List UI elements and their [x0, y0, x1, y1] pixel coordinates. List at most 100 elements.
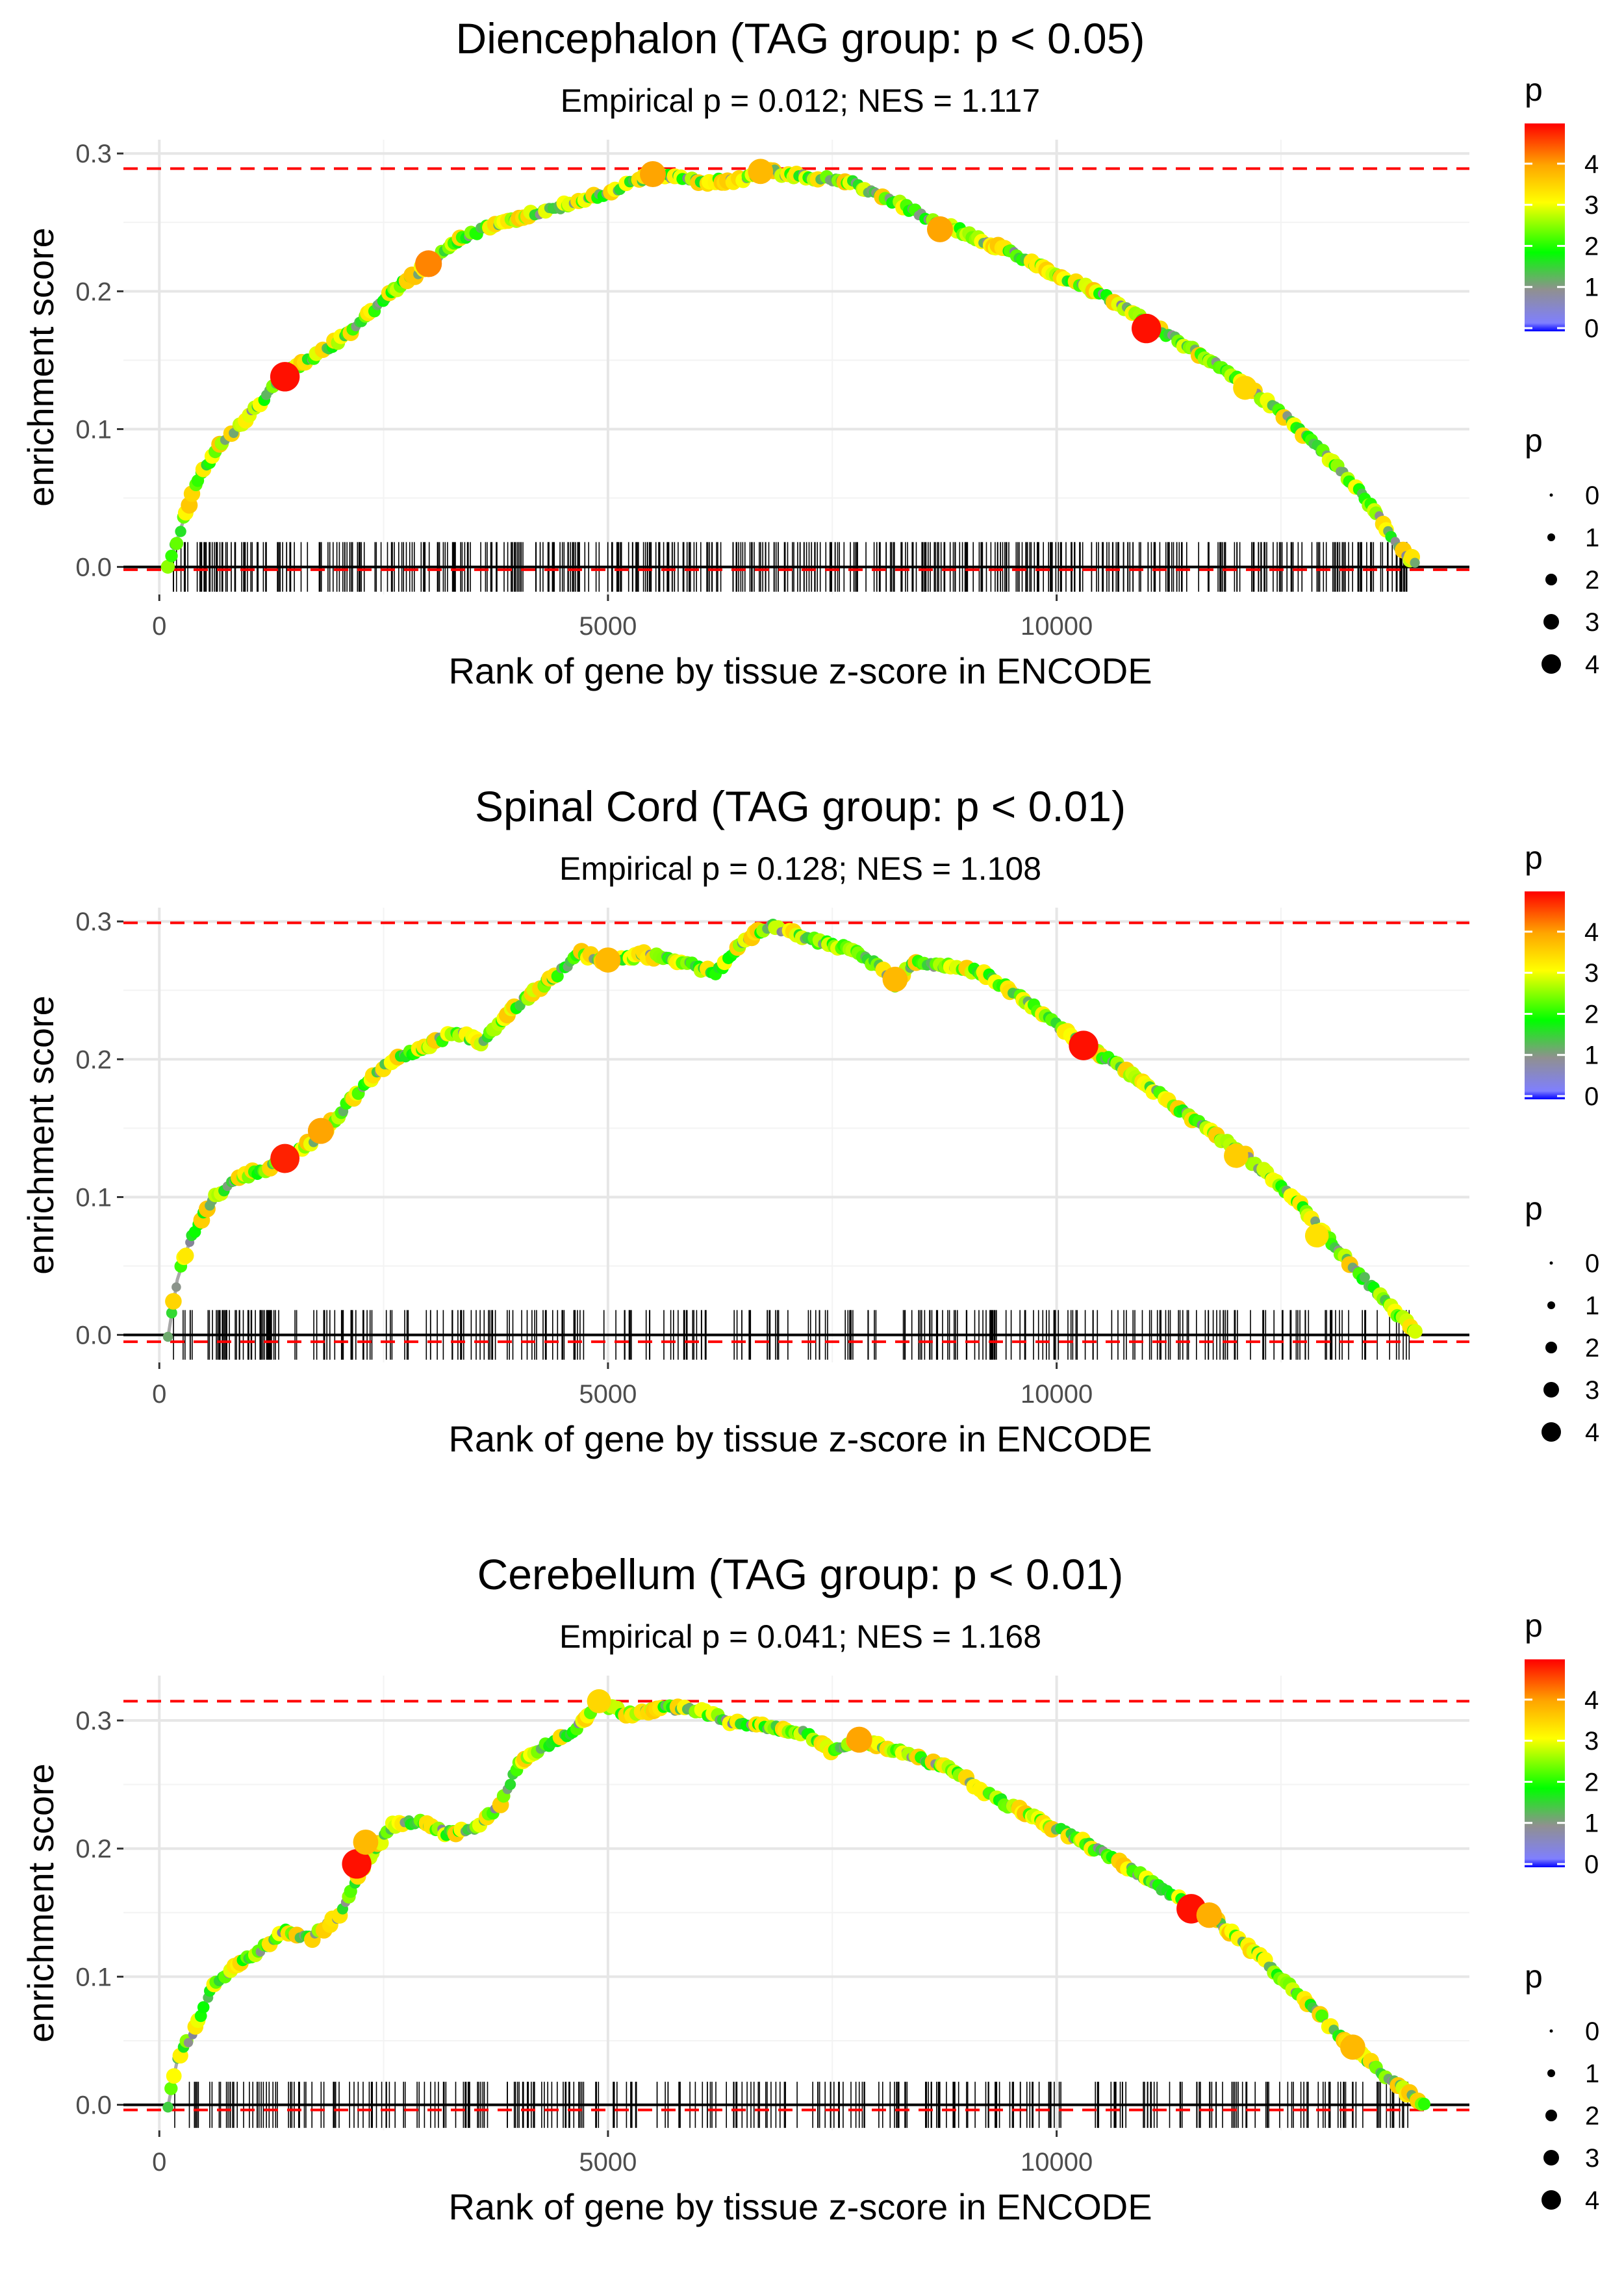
enrichment-points: [160, 159, 1421, 574]
y-tick-label: 0.1: [75, 415, 112, 444]
gene-point: [1417, 2097, 1430, 2110]
size-legend-title: p: [1525, 422, 1543, 459]
y-tick-label: 0.2: [75, 1835, 112, 1863]
colorbar-tick-label: 4: [1584, 918, 1599, 947]
x-tick-label: 0: [152, 2148, 166, 2177]
size-legend-label: 3: [1585, 1376, 1599, 1405]
x-axis-label: Rank of gene by tissue z-score in ENCODE: [448, 1418, 1152, 1459]
gene-point: [197, 2001, 210, 2013]
panel-subtitle: Empirical p = 0.012; NES = 1.117: [561, 83, 1040, 119]
colorbar-tick-label: 2: [1584, 1768, 1599, 1796]
gene-point: [166, 1307, 177, 1319]
size-legend-key: [1545, 1342, 1557, 1353]
panel-subtitle: Empirical p = 0.041; NES = 1.168: [559, 1618, 1041, 1655]
y-tick-label: 0.2: [75, 1045, 112, 1074]
colorbar-tick-label: 3: [1584, 191, 1599, 220]
size-legend-label: 2: [1585, 566, 1599, 594]
enrichment-points: [162, 919, 1423, 1342]
colorbar-tick-label: 1: [1584, 274, 1599, 302]
gene-point-highlight: [270, 362, 300, 392]
size-legend-key: [1549, 1261, 1553, 1265]
gene-point-highlight: [307, 1118, 334, 1144]
gene-point: [162, 1331, 173, 1342]
gene-point: [164, 2082, 178, 2095]
gene-point-highlight: [1224, 1143, 1249, 1168]
colorbar-tick-label: 2: [1584, 1000, 1599, 1028]
gene-point: [1408, 1323, 1423, 1339]
gene-point: [171, 1282, 181, 1292]
gene-point-highlight: [595, 947, 621, 973]
y-tick-label: 0.0: [75, 554, 112, 582]
x-tick-label: 10000: [1021, 1380, 1093, 1409]
x-axis-label: Rank of gene by tissue z-score in ENCODE: [448, 650, 1152, 691]
gene-point-highlight: [1233, 376, 1258, 400]
y-axis-label: enrichment score: [20, 1763, 61, 2043]
panel-title: Diencephalon (TAG group: p < 0.05): [456, 14, 1145, 62]
y-tick-label: 0.3: [75, 1707, 112, 1735]
size-legend-label: 3: [1585, 2144, 1599, 2173]
gene-point: [175, 526, 186, 537]
colorbar-tick-label: 1: [1584, 1809, 1599, 1838]
gene-point: [1315, 2009, 1328, 2023]
colorbar: [1525, 1659, 1565, 1867]
gene-point-highlight: [1304, 1223, 1329, 1248]
size-legend-key: [1547, 1301, 1555, 1309]
gene-point-highlight: [342, 1849, 372, 1879]
size-legend-key: [1542, 2190, 1561, 2210]
enrichment-curve: [166, 923, 1417, 1336]
gene-point: [170, 537, 184, 550]
gene-point: [505, 1778, 516, 1791]
size-legend-label: 4: [1585, 1418, 1599, 1447]
y-tick-label: 0.0: [75, 1322, 112, 1350]
y-tick-label: 0.0: [75, 2091, 112, 2120]
gene-point-highlight: [1340, 2034, 1365, 2060]
size-legend-label: 0: [1585, 1249, 1599, 1278]
colorbar-tick-label: 1: [1584, 1041, 1599, 1070]
size-legend-label: 2: [1585, 1334, 1599, 1362]
size-legend-label: 0: [1585, 481, 1599, 510]
size-legend-key: [1542, 1422, 1561, 1442]
size-legend-key: [1542, 654, 1561, 674]
gsea-panel-3: Cerebellum (TAG group: p < 0.01) Empirica…: [20, 1550, 1599, 2227]
x-axis-label: Rank of gene by tissue z-score in ENCODE: [448, 2186, 1152, 2227]
y-axis-label: enrichment score: [20, 995, 61, 1275]
size-legend-label: 0: [1585, 2017, 1599, 2046]
y-tick-label: 0.3: [75, 140, 112, 168]
gene-point-highlight: [415, 250, 442, 277]
gene-point-highlight: [1069, 1030, 1098, 1060]
y-tick-label: 0.2: [75, 277, 112, 306]
size-legend-label: 3: [1585, 608, 1599, 637]
gene-point-highlight: [927, 216, 954, 242]
gene-point-highlight: [639, 161, 666, 188]
size-legend-label: 1: [1585, 2060, 1599, 2088]
gene-point: [165, 550, 178, 563]
x-tick-label: 0: [152, 1380, 166, 1409]
y-axis-label: enrichment score: [20, 227, 61, 507]
colorbar: [1525, 123, 1565, 331]
size-legend-key: [1543, 2150, 1559, 2165]
x-tick-label: 5000: [579, 1380, 637, 1409]
gene-point-highlight: [1196, 1902, 1223, 1928]
colorbar-title: p: [1525, 839, 1543, 876]
gene-point: [166, 2068, 182, 2084]
gene-point-highlight: [270, 1143, 300, 1173]
colorbar-tick-label: 4: [1584, 1686, 1599, 1715]
x-tick-label: 5000: [579, 2148, 637, 2177]
size-legend-label: 2: [1585, 2102, 1599, 2130]
size-legend-key: [1547, 2069, 1555, 2077]
size-legend-label: 1: [1585, 524, 1599, 552]
size-legend-key: [1545, 574, 1557, 585]
gene-point: [1410, 557, 1420, 568]
gene-point: [165, 1293, 182, 1310]
gene-point: [162, 2101, 173, 2113]
size-legend-key: [1549, 2029, 1553, 2033]
size-legend-key: [1545, 2110, 1557, 2121]
enrichment-curve: [166, 1699, 1426, 2106]
gene-point: [183, 2038, 194, 2048]
size-legend-title: p: [1525, 1958, 1543, 1995]
panel-subtitle: Empirical p = 0.128; NES = 1.108: [559, 850, 1041, 887]
colorbar-tick-label: 3: [1584, 1727, 1599, 1756]
colorbar: [1525, 891, 1565, 1099]
gene-point-highlight: [882, 966, 908, 992]
x-tick-label: 10000: [1021, 2148, 1093, 2177]
